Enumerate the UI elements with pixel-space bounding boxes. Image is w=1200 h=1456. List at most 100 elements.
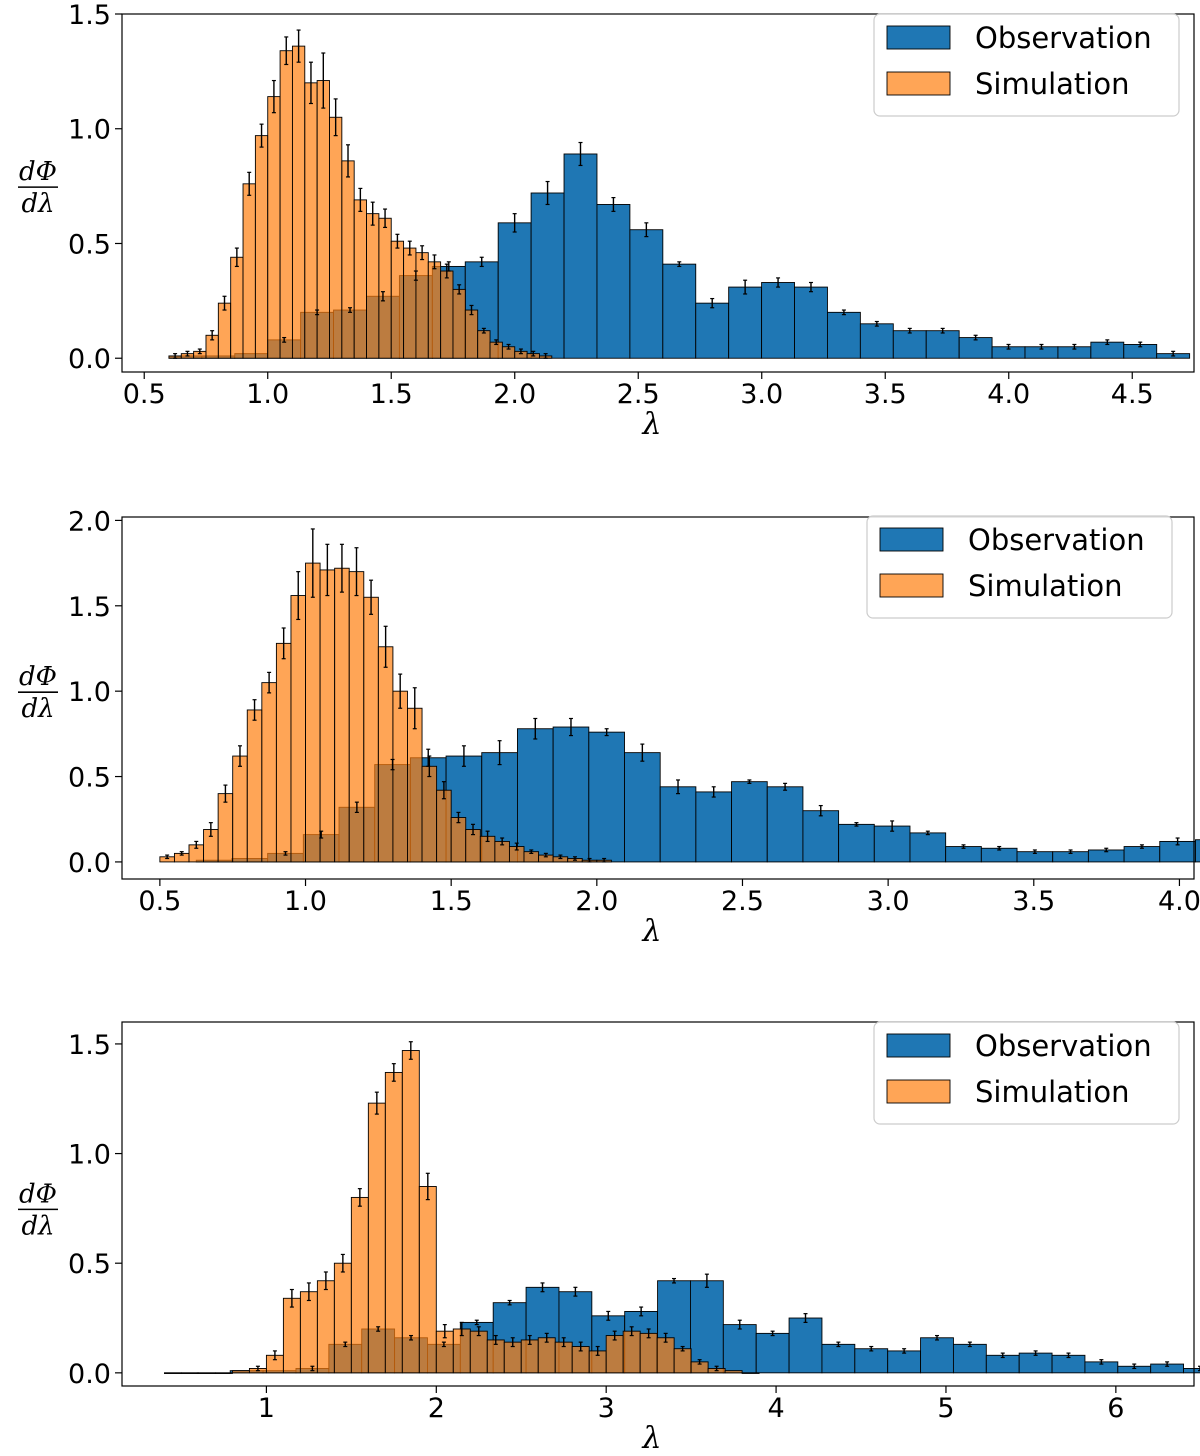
chart1-legend-label-observation: Observation [975, 21, 1152, 55]
chart2-simulation-errorbar-20 [456, 811, 461, 824]
chart2-simulation-errorbar-2 [194, 840, 199, 849]
chart2-simulation-errorbar-6 [252, 699, 257, 721]
chart1-simulation-errorbar-1 [185, 350, 190, 357]
chart2-y-tick-label: 1.0 [68, 677, 111, 708]
chart1-observation-errorbar-24 [973, 334, 978, 341]
chart1-y-tick-label: 0.0 [68, 344, 111, 375]
chart2-observation-errorbar-17 [818, 804, 823, 817]
chart3-simulation-errorbar-10 [340, 1253, 345, 1273]
chart2-observation-errorbar-24 [1068, 849, 1073, 854]
chart1-legend-item-observation: Observation [886, 21, 1152, 55]
chart1-legend-label-simulation: Simulation [975, 67, 1129, 101]
chart1-legend-item-simulation: Simulation [886, 67, 1129, 101]
chart3-simulation-errorbar-25 [595, 1345, 600, 1356]
chart3-simulation-errorbar-6 [272, 1350, 277, 1361]
chart3-simulation-errorbar-26 [612, 1330, 617, 1341]
chart3-legend-item-simulation: Simulation [886, 1075, 1129, 1109]
chart2-simulation-errorbar-1 [179, 851, 184, 856]
chart2-x-tick-label: 2.5 [721, 886, 764, 917]
chart3-x-tick-label: 6 [1107, 1393, 1124, 1424]
chart2-y-tick-label: 0.0 [68, 848, 111, 879]
chart1-plot-area [168, 29, 1191, 359]
chart3-simulation-bar-27 [622, 1330, 641, 1374]
chart3-legend: Observation Simulation [873, 1021, 1180, 1125]
chart3-simulation-errorbar-24 [578, 1341, 583, 1352]
chart2-simulation-bar-11 [319, 569, 336, 863]
chart1-simulation-errorbar-29 [531, 350, 536, 357]
chart1-observation-errorbar-27 [1072, 343, 1077, 350]
chart3-simulation-errorbar-19 [493, 1334, 498, 1345]
chart3-observation-bar-17 [722, 1324, 757, 1374]
chart2-observation-bar-14 [695, 791, 733, 863]
chart2-observation-errorbar-11 [604, 728, 609, 737]
chart1-observation-bar-22 [892, 330, 927, 359]
chart2-simulation-errorbar-28 [572, 856, 577, 861]
chart1-y-label-numerator: dΦ [19, 157, 57, 187]
chart2-legend-item-observation: Observation [879, 523, 1145, 557]
chart2-plot-area [159, 528, 1200, 863]
chart1-simulation-errorbar-7 [259, 123, 264, 148]
chart3-y-label-numerator: dΦ [19, 1179, 57, 1209]
chart3-observation-errorbar-5 [343, 1341, 348, 1348]
chart1-observation-bar-23 [925, 330, 960, 359]
chart1-simulation-bar-10 [291, 45, 306, 359]
chart3-observation-errorbar-20 [836, 1341, 841, 1348]
chart2-simulation-errorbar-30 [602, 857, 607, 863]
chart2-observation-errorbar-8 [497, 740, 502, 766]
chart3-simulation-errorbar-20 [510, 1337, 515, 1348]
chart3-observation-errorbar-23 [935, 1334, 940, 1341]
chart2-simulation-errorbar-7 [267, 671, 272, 694]
chart1-simulation-bar-20 [415, 252, 429, 359]
chart2-simulation-errorbar-29 [587, 857, 592, 863]
chart3-simulation-errorbar-11 [357, 1188, 362, 1207]
chart3-simulation-bar-18 [469, 1330, 488, 1374]
chart1-simulation-errorbar-23 [457, 284, 462, 295]
chart1-x-tick-label: 1.0 [246, 379, 289, 410]
chart2-observation-errorbar-2 [283, 851, 288, 856]
chart1-observation-errorbar-25 [1006, 343, 1011, 350]
chart1-simulation-errorbar-5 [234, 247, 239, 268]
chart1-simulation-errorbar-28 [518, 348, 523, 355]
chart3-simulation-errorbars [255, 1041, 719, 1372]
chart3-observation-errorbar-18 [770, 1330, 775, 1337]
chart2-simulation-bar-16 [392, 690, 408, 863]
chart3-x-tick-label: 3 [598, 1393, 615, 1424]
chart2-simulation-bar-14 [363, 596, 379, 863]
chart1-x-axis: 0.5 1.0 1.5 2.0 2.5 3.0 3.5 4.0 4.5 λ [123, 372, 1154, 442]
chart3-legend-label-simulation: Simulation [975, 1075, 1129, 1109]
chart2-simulation-errorbar-9 [296, 571, 301, 621]
chart1-simulation-bar-4 [217, 302, 232, 359]
chart3-simulation-bar-0 [164, 1372, 182, 1374]
chart1-observation-errorbar-16 [710, 297, 715, 309]
chart3-observation-errorbar-11 [540, 1282, 545, 1293]
chart3-simulation-bar-26 [605, 1335, 624, 1374]
chart1-simulation-errorbar-22 [444, 263, 449, 279]
chart1-observation-errorbar-22 [907, 327, 912, 334]
chart1-simulation-bar-24 [464, 309, 479, 359]
chart3-simulation-bar-11 [350, 1196, 369, 1374]
chart2-simulation-errorbar-11 [325, 543, 330, 597]
chart2-simulation-bar-4 [217, 793, 234, 863]
chart1-simulation-errorbar-3 [210, 330, 215, 341]
chart3-y-axis: 0.0 0.5 1.0 1.5 [68, 1030, 122, 1390]
chart2-observation-errorbar-15 [747, 779, 752, 784]
chart1-x-tick-label: 2.0 [493, 379, 536, 410]
chart3-simulation-errorbar-29 [663, 1332, 668, 1343]
chart1-observation-errorbar-19 [808, 281, 813, 293]
chart3-simulation-bar-4 [231, 1370, 250, 1374]
chart3-observation-bar-21 [854, 1348, 889, 1374]
chart2-legend-item-simulation: Simulation [879, 569, 1122, 603]
chart3-simulation-bar-7 [282, 1297, 301, 1374]
chart1-simulation-errorbar-6 [247, 171, 252, 196]
chart2-x-tick-label: 3.5 [1012, 886, 1055, 917]
chart2-observation-bar-9 [516, 728, 554, 863]
chart1-simulation-errorbar-25 [481, 327, 486, 334]
chart2-observation-errorbar-23 [1032, 849, 1037, 854]
chart1-observation-errorbar-13 [611, 196, 616, 212]
chart1-simulation-bar-6 [242, 183, 256, 359]
chart1-observation-errorbar-11 [545, 180, 550, 206]
chart3-observation-errorbar-19 [803, 1313, 808, 1324]
chart1-observation-bar-17 [728, 286, 763, 359]
chart1-x-tick-label: 2.5 [617, 379, 660, 410]
